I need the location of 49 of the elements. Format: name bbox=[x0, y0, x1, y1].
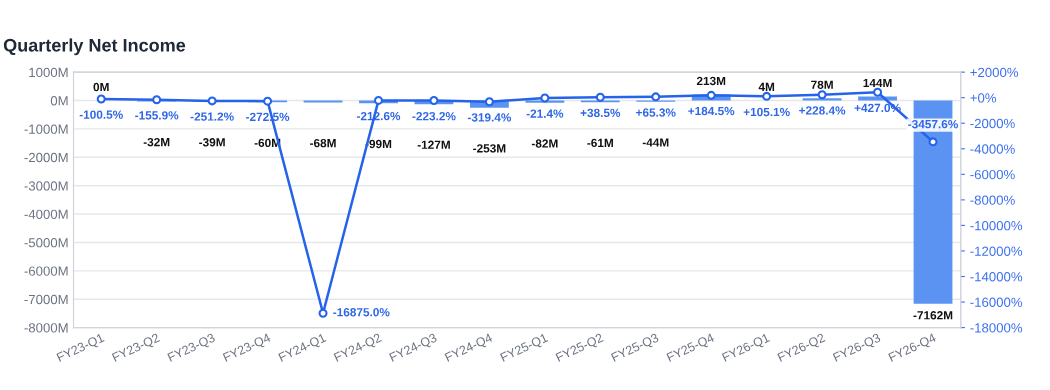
data-label: -253M bbox=[473, 144, 506, 153]
y-tick-label: 0M bbox=[50, 96, 68, 106]
data-label: +184.5% bbox=[688, 106, 735, 116]
y-tick-label: -1000M bbox=[24, 124, 68, 134]
y-tick-label: -2000M bbox=[24, 152, 68, 163]
data-label: -44M bbox=[642, 138, 669, 147]
data-label: -3457.6% bbox=[908, 120, 958, 129]
data-label: -68M bbox=[310, 138, 336, 148]
chart-title: Quarterly Net Income bbox=[3, 38, 186, 56]
data-label: 4M bbox=[758, 82, 775, 91]
data-label: 144M bbox=[863, 78, 892, 87]
data-label: -21.4% bbox=[526, 109, 564, 118]
y2-tick-label: -2000% bbox=[970, 118, 1015, 129]
data-label: -223.2% bbox=[412, 112, 456, 121]
data-label: -39M bbox=[199, 138, 225, 147]
data-label: -16875.0% bbox=[333, 308, 390, 317]
y-tick-label: -3000M bbox=[24, 181, 68, 191]
y2-tick-label: -8000% bbox=[970, 195, 1015, 205]
y-tick-label: -7000M bbox=[24, 294, 68, 305]
data-label: -251.2% bbox=[190, 112, 234, 121]
y2-tick-label: -10000% bbox=[970, 220, 1023, 231]
data-label: -7162M bbox=[913, 311, 953, 320]
y-tick-label: -8000M bbox=[24, 323, 68, 333]
data-label: -155.9% bbox=[135, 111, 179, 120]
y-tick-label: -4000M bbox=[24, 209, 68, 219]
y2-tick-label: +0% bbox=[970, 93, 997, 103]
data-label: -61M bbox=[587, 138, 613, 148]
data-label: 78M bbox=[811, 80, 833, 89]
data-label: -127M bbox=[417, 140, 450, 149]
data-label: -32M bbox=[143, 137, 170, 147]
data-label: +228.4% bbox=[799, 106, 846, 115]
data-label: 0M bbox=[93, 82, 109, 92]
y2-tick-label: -18000% bbox=[970, 323, 1023, 333]
data-label: +38.5% bbox=[580, 108, 621, 118]
y-tick-label: -5000M bbox=[24, 238, 68, 248]
data-label: 213M bbox=[696, 76, 726, 86]
y-tick-label: -6000M bbox=[24, 266, 68, 276]
data-label: +65.3% bbox=[636, 108, 676, 117]
y2-tick-label: -16000% bbox=[970, 297, 1023, 307]
y2-tick-label: -4000% bbox=[970, 144, 1015, 154]
y2-tick-label: -14000% bbox=[970, 272, 1023, 282]
y2-tick-label: +2000% bbox=[970, 67, 1019, 78]
data-label: +105.1% bbox=[743, 107, 790, 117]
y-tick-label: 1000M bbox=[29, 67, 68, 78]
data-label: -319.4% bbox=[467, 113, 512, 122]
data-label: -82M bbox=[531, 139, 558, 148]
data-label: -100.5% bbox=[79, 110, 123, 119]
y2-tick-label: -12000% bbox=[970, 246, 1023, 256]
y2-tick-label: -6000% bbox=[970, 169, 1015, 180]
